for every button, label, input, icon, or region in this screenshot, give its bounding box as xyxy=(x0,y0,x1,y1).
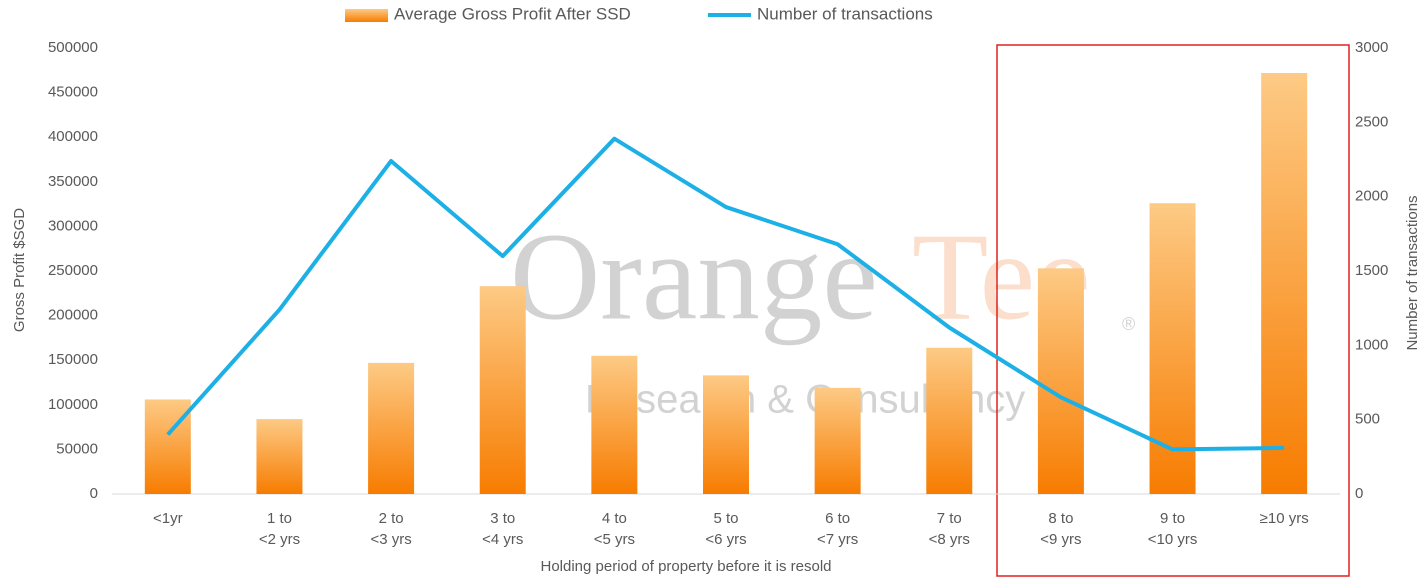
x-tick-label: 2 to <3 yrs xyxy=(370,510,412,548)
x-axis-title: Holding period of property before it is … xyxy=(541,558,832,575)
x-tick-label: 8 to <9 yrs xyxy=(1040,510,1082,548)
y2-axis-title: Number of transactions xyxy=(1404,195,1421,350)
y-axis-title: Gross Profit $SGD xyxy=(11,208,28,332)
y2-tick-label: 1000 xyxy=(1355,336,1388,353)
y-tick-label: 400000 xyxy=(48,128,98,145)
watermark-mark: ® xyxy=(1122,314,1135,334)
x-tick-label: 7 to <8 yrs xyxy=(928,510,970,548)
x-tick-label: 3 to <4 yrs xyxy=(482,510,524,548)
y-tick-label: 100000 xyxy=(48,396,98,413)
y-tick-label: 0 xyxy=(90,485,98,502)
y-tick-label: 350000 xyxy=(48,173,98,190)
x-tick-label: ≥10 yrs xyxy=(1259,510,1309,527)
y2-tick-label: 2000 xyxy=(1355,188,1388,205)
y-tick-label: 200000 xyxy=(48,307,98,324)
y-tick-label: 50000 xyxy=(56,440,98,457)
y-tick-label: 250000 xyxy=(48,262,98,279)
y2-tick-label: 500 xyxy=(1355,411,1380,428)
legend-label: Average Gross Profit After SSD xyxy=(394,4,631,23)
y2-tick-label: 2500 xyxy=(1355,113,1388,130)
bar xyxy=(1037,268,1084,494)
bar xyxy=(1149,203,1196,494)
bar xyxy=(591,355,638,494)
y2-tick-label: 0 xyxy=(1355,485,1363,502)
bar xyxy=(368,362,415,494)
x-tick-label: <1yr xyxy=(153,510,183,527)
legend-swatch xyxy=(345,9,388,22)
x-tick-label: 4 to <5 yrs xyxy=(593,510,635,548)
y2-tick-label: 1500 xyxy=(1355,262,1388,279)
bar xyxy=(256,419,303,494)
x-tick-label: 6 to <7 yrs xyxy=(816,510,859,548)
bar xyxy=(479,286,526,494)
x-tick-label: 1 to <2 yrs xyxy=(258,510,301,548)
y-tick-label: 300000 xyxy=(48,217,98,234)
x-tick-label: 9 to <10 yrs xyxy=(1147,510,1198,548)
bar xyxy=(703,375,749,494)
y-tick-label: 500000 xyxy=(48,39,98,56)
watermark-brand: Orange xyxy=(510,209,878,347)
bar xyxy=(814,387,861,494)
bar xyxy=(1261,72,1308,494)
y2-tick-label: 3000 xyxy=(1355,39,1388,56)
line-series xyxy=(166,136,1285,452)
x-tick-label: 5 to <6 yrs xyxy=(705,510,747,548)
bar xyxy=(926,347,973,494)
highlight-box xyxy=(996,44,1350,577)
y-tick-label: 450000 xyxy=(48,84,98,101)
y-tick-label: 150000 xyxy=(48,351,98,368)
legend-label: Number of transactions xyxy=(757,4,933,23)
